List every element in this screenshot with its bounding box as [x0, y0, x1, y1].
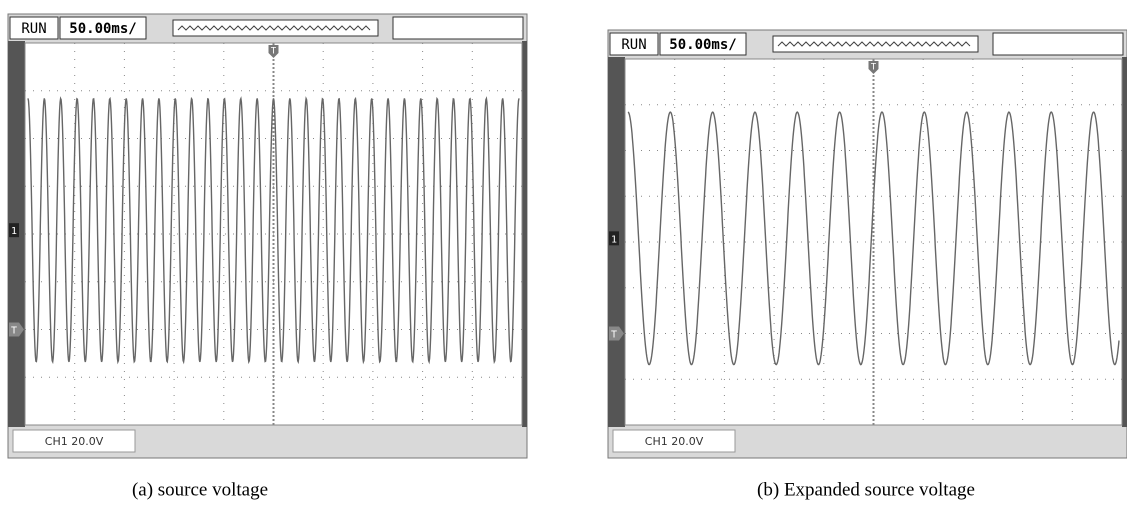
- scope-screenshot: RUN 50.00ms/T 1 T CH1 20.0V: [608, 30, 1127, 458]
- channel-scale: CH1 20.0V: [645, 435, 704, 448]
- right-strip: [522, 41, 527, 427]
- status: RUN: [621, 37, 646, 53]
- scope-screenshot: RUN 50.00ms/T 1 T CH1 20.0V: [8, 14, 527, 458]
- trigger-marker: T: [11, 326, 17, 337]
- channel-marker: 1: [11, 226, 17, 237]
- blank-box: [393, 17, 523, 39]
- caption: (b) Expanded source voltage: [757, 479, 975, 500]
- channel-marker: 1: [611, 234, 617, 245]
- trigger-marker: T: [611, 330, 617, 341]
- status: RUN: [21, 21, 46, 37]
- figure: RUN 50.00ms/T 1 T CH1 20.0V (a) source voltag…: [0, 0, 1127, 506]
- timebase: 50.00ms/: [69, 21, 136, 37]
- trigger-top: T: [871, 63, 877, 73]
- caption: (a) source voltage: [132, 479, 268, 500]
- channel-scale: CH1 20.0V: [45, 435, 104, 448]
- right-strip: [1122, 57, 1127, 427]
- timebase: 50.00ms/: [669, 37, 736, 53]
- blank-box: [993, 33, 1123, 55]
- trigger-top: T: [271, 47, 277, 57]
